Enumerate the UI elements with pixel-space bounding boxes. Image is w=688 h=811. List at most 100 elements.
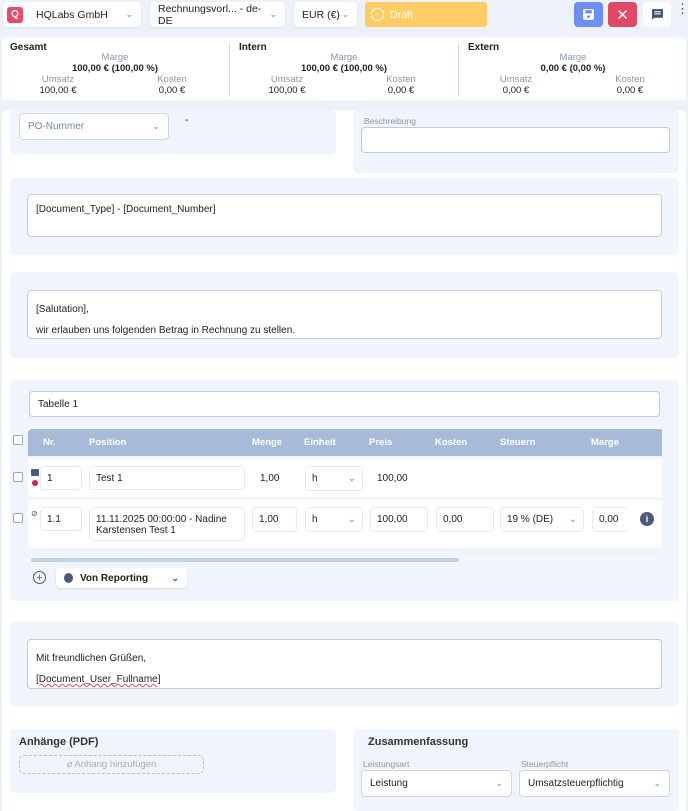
kosten-label: Kosten xyxy=(386,74,416,85)
leistungsart-label: Leistungsart xyxy=(363,759,410,769)
leistungsart-select[interactable]: Leistung ⌄ xyxy=(361,770,512,797)
unit-label: h xyxy=(312,514,318,525)
attachments-section xyxy=(10,729,336,793)
info-icon[interactable]: i xyxy=(640,512,654,526)
add-row-icon[interactable]: + xyxy=(33,571,46,584)
column-header: Kosten xyxy=(435,437,468,448)
chevron-down-icon: ⌄ xyxy=(171,572,179,583)
marge-value: 100,00 € (100,00 %) xyxy=(71,63,159,74)
template-select[interactable]: Rechnungsvorl... - de-DE ⌄ xyxy=(150,2,285,27)
umsatz-value: 100,00 € xyxy=(39,85,77,96)
status-label: Draft xyxy=(390,8,413,21)
close-icon: ✕ xyxy=(616,6,629,24)
more-menu-icon[interactable]: ⋮ xyxy=(676,1,688,16)
nr-input[interactable]: 1 xyxy=(40,466,82,490)
marge-label: Marge xyxy=(101,52,129,63)
marge-label: Marge xyxy=(559,52,587,63)
column-header: Menge xyxy=(252,437,283,448)
unit-select[interactable]: h ⌄ xyxy=(305,466,363,491)
intro-line: wir erlauben uns folgenden Betrag in Rec… xyxy=(36,325,296,336)
kosten-value: 0,00 € xyxy=(158,85,186,96)
umsatz-value: 100,00 € xyxy=(268,85,306,96)
marge-input[interactable]: 0,00 xyxy=(592,507,630,532)
save-button[interactable] xyxy=(574,2,603,27)
document-title-input[interactable]: [Document_Type] - [Document_Number] xyxy=(27,194,662,237)
add-source-label: Von Reporting xyxy=(80,572,149,584)
paperclip-icon: ⌀ xyxy=(66,759,73,770)
position-input[interactable]: Test 1 xyxy=(89,466,245,490)
preis-input[interactable]: 100,00 xyxy=(370,507,428,532)
marge-label: Marge xyxy=(330,52,358,63)
marge-value: 100,00 € (100,00 %) xyxy=(300,63,388,74)
select-all-checkbox[interactable] xyxy=(13,435,23,445)
divider xyxy=(229,43,230,97)
chevron-down-icon: ⌄ xyxy=(653,778,661,788)
column-header: Marge xyxy=(591,437,619,448)
currency-label: EUR (€) xyxy=(302,8,340,21)
add-attachment-label: Anhang hinzufügen xyxy=(74,759,157,770)
summary-panel xyxy=(2,37,686,100)
status-draft-button[interactable]: › Draft xyxy=(365,2,487,27)
close-button[interactable]: ✕ xyxy=(608,2,637,27)
chevron-down-icon: ⌄ xyxy=(152,121,160,131)
logo-icon: Q xyxy=(7,6,23,23)
add-source-select[interactable]: Von Reporting ⌄ xyxy=(56,568,187,588)
umsatz-label: Umsatz xyxy=(270,74,304,85)
currency-select[interactable]: EUR (€) ⌄ xyxy=(294,2,357,27)
closing-textarea[interactable]: Mit freundlichen Grüßen, [Document_User_F… xyxy=(27,639,662,689)
steuerpflicht-value: Umsatzsteuerpflichtig xyxy=(528,778,624,789)
table-header xyxy=(28,429,662,456)
kosten-input[interactable]: 0,00 xyxy=(436,507,494,532)
stopwatch-icon xyxy=(64,573,73,583)
unit-select[interactable]: h ⌄ xyxy=(305,507,363,532)
add-attachment-button[interactable]: ⌀ Anhang hinzufügen xyxy=(19,755,204,774)
position-textarea[interactable]: 11.11.2025 00:00:00 - Nadine Karstensen … xyxy=(89,507,245,541)
description-input[interactable] xyxy=(361,127,670,153)
table-name-input[interactable]: Tabelle 1 xyxy=(29,391,660,417)
chevron-down-icon: ⌄ xyxy=(568,514,577,525)
scrollbar-thumb[interactable] xyxy=(31,558,459,562)
summary-title: Zusammenfassung xyxy=(368,736,469,748)
umsatz-value: 0,00 € xyxy=(502,85,530,96)
summary-title: Gesamt xyxy=(10,42,47,53)
steuerpflicht-label: Steuerpflicht xyxy=(521,759,569,769)
chevron-down-icon: ⌄ xyxy=(347,514,356,525)
attachments-title: Anhänge (PDF) xyxy=(19,736,99,748)
closing-line: [Document_User_Fullname] xyxy=(36,674,161,685)
po-separator: - xyxy=(185,115,189,126)
kosten-value: 0,00 € xyxy=(387,85,415,96)
menge-input[interactable]: 1,00 xyxy=(252,507,297,532)
steuerpflicht-select[interactable]: Umsatzsteuerpflichtig ⌄ xyxy=(519,770,670,797)
kosten-label: Kosten xyxy=(615,74,645,85)
save-icon xyxy=(583,9,594,20)
column-header: Preis xyxy=(369,437,393,448)
comment-icon xyxy=(651,9,663,20)
leistungsart-value: Leistung xyxy=(370,778,408,789)
intro-line: [Salutation], xyxy=(36,304,89,315)
column-header: Steuern xyxy=(500,437,536,448)
intro-textarea[interactable]: [Salutation], wir erlauben uns folgenden … xyxy=(27,290,662,339)
marge-value: 0,00 € (0,00 %) xyxy=(540,63,606,74)
closing-line: Mit freundlichen Grüßen, xyxy=(36,653,147,664)
chevron-down-icon: ⌄ xyxy=(341,9,349,19)
row-checkbox[interactable] xyxy=(13,472,23,482)
row-checkbox[interactable] xyxy=(13,513,23,523)
umsatz-label: Umsatz xyxy=(41,74,75,85)
nr-input[interactable]: 1.1 xyxy=(40,507,82,531)
tax-select[interactable]: 19 % (DE) ⌄ xyxy=(500,507,584,532)
summary-title: Intern xyxy=(239,42,267,53)
unit-label: h xyxy=(312,473,318,484)
kosten-label: Kosten xyxy=(157,74,187,85)
chevron-down-icon: ⌄ xyxy=(347,473,356,484)
summary-title: Extern xyxy=(468,42,500,53)
kosten-value: 0,00 € xyxy=(616,85,644,96)
company-select[interactable]: Q HQLabs GmbH ⌄ xyxy=(3,2,141,27)
umsatz-label: Umsatz xyxy=(499,74,533,85)
tax-label: 19 % (DE) xyxy=(507,514,554,525)
comments-button[interactable] xyxy=(643,2,671,27)
menge-value: 1,00 xyxy=(260,473,280,484)
column-header: Einheit xyxy=(304,437,336,448)
po-placeholder: PO-Nummer xyxy=(28,121,85,132)
hidden-eye-icon[interactable]: ⊘ xyxy=(31,509,38,518)
po-number-select[interactable]: PO-Nummer ⌄ xyxy=(19,113,169,140)
